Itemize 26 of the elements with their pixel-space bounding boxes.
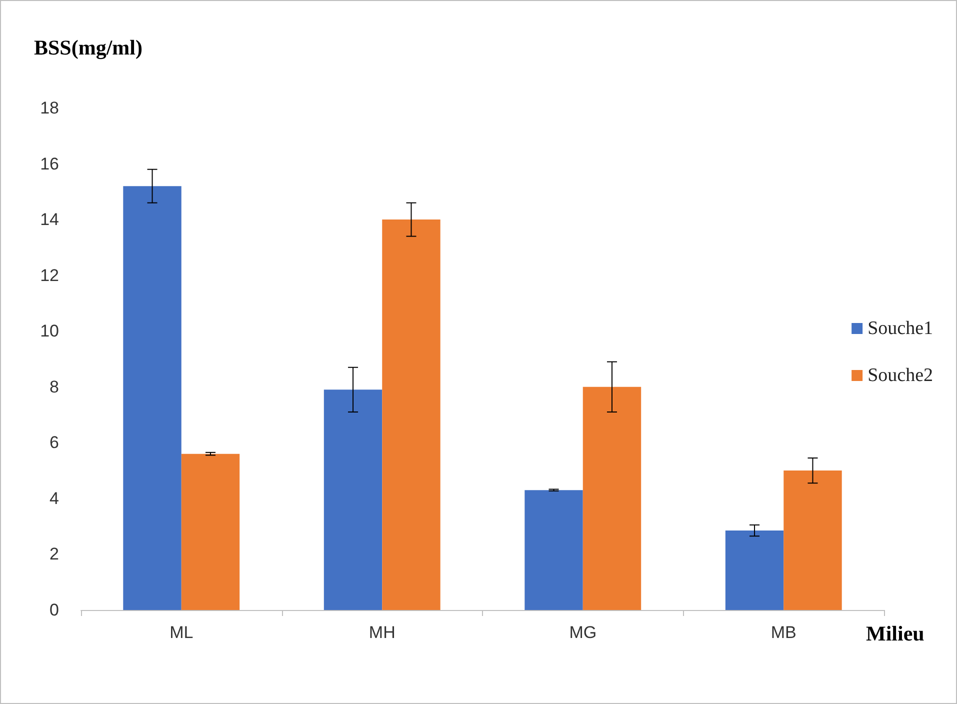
bar [382, 220, 440, 610]
bar [181, 454, 240, 610]
bar [582, 386, 642, 610]
bar [784, 470, 842, 610]
y-tick-label: 6 [50, 433, 59, 452]
y-tick-label: 18 [40, 98, 59, 118]
x-axis-title: Milieu [866, 622, 925, 646]
y-tick-label: 8 [50, 377, 59, 396]
y-tick-label: 2 [50, 544, 59, 564]
bar [725, 530, 784, 610]
y-tick-label: 14 [40, 210, 59, 230]
x-tick-label: ML [170, 623, 194, 642]
bar [123, 186, 182, 610]
bar [524, 490, 583, 610]
y-tick-label: 10 [40, 322, 59, 341]
legend-label: Souche2 [868, 365, 934, 386]
y-tick-label: 12 [40, 266, 59, 285]
x-tick-label: MB [770, 623, 796, 642]
y-tick-label: 4 [50, 488, 59, 508]
bar [324, 390, 382, 610]
x-tick-label: MG [569, 623, 597, 642]
y-tick-label: 16 [40, 154, 59, 174]
x-tick-label: MH [368, 623, 396, 642]
y-tick-label: 0 [50, 600, 59, 620]
y-axis-title: BSS(mg/ml) [34, 36, 143, 60]
legend-label: Souche1 [868, 318, 934, 339]
